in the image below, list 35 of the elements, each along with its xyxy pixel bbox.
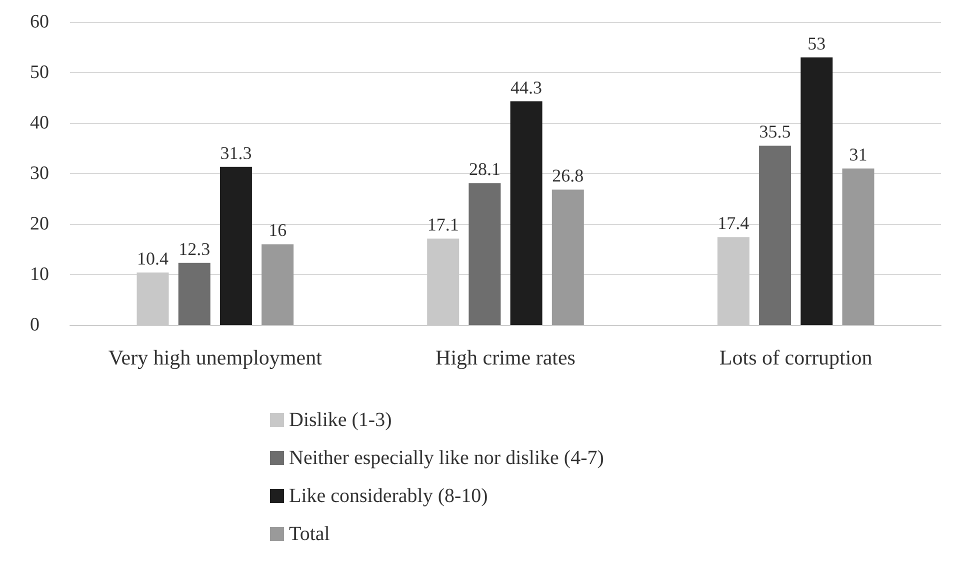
data-label: 31 — [849, 144, 868, 164]
bar — [262, 244, 294, 325]
data-label: 28.1 — [468, 159, 500, 180]
legend-label: Total — [289, 523, 330, 545]
bar — [510, 101, 542, 325]
y-tick-label: 10 — [30, 264, 49, 285]
y-tick-label: 50 — [30, 62, 49, 83]
y-tick-label: 40 — [30, 112, 49, 134]
bar — [842, 168, 874, 325]
bar — [468, 183, 501, 325]
bar — [800, 57, 833, 325]
data-label: 16 — [268, 220, 287, 240]
data-label: 12.3 — [178, 238, 210, 259]
data-label: 17.4 — [718, 213, 750, 234]
legend-label: Like considerably (8-10) — [289, 485, 488, 507]
data-label: 10.4 — [137, 248, 169, 268]
data-label: 35.5 — [759, 122, 791, 142]
bar — [552, 190, 584, 325]
data-label: 44.3 — [510, 77, 542, 98]
bar — [178, 262, 210, 325]
x-tick-label: High crime rates — [436, 346, 576, 370]
data-label: 31.3 — [220, 142, 252, 163]
bar — [220, 166, 252, 325]
data-label: 17.1 — [427, 214, 459, 235]
y-tick-label: 20 — [30, 214, 49, 234]
y-tick-label: 60 — [30, 12, 49, 32]
data-label: 26.8 — [552, 166, 584, 186]
x-tick-label: Lots of corruption — [719, 346, 873, 370]
legend-label: Neither especially like nor dislike (4-7) — [289, 447, 604, 469]
bar — [759, 146, 792, 325]
legend-label: Dislike (1-3) — [289, 409, 392, 431]
y-tick-label: 0 — [30, 314, 40, 336]
x-tick-label: Very high unemployment — [108, 346, 322, 370]
data-label: 53 — [808, 33, 826, 54]
y-tick-label: 30 — [30, 163, 49, 184]
